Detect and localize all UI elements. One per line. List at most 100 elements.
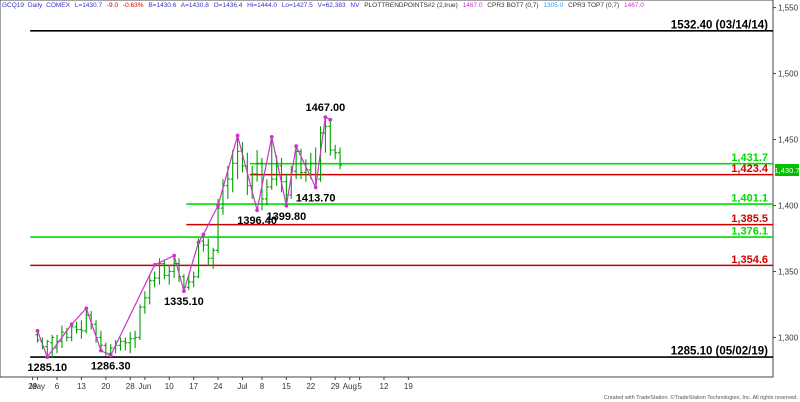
x-tick-label: 10 <box>165 382 174 391</box>
ohlc-bar <box>255 150 260 182</box>
nv-label: NV <box>350 2 360 9</box>
ohlc-bars <box>35 117 343 358</box>
x-tick-label: 22 <box>306 382 315 391</box>
ohlc-bar <box>167 264 172 285</box>
open-label: O=1436.4 <box>214 2 243 9</box>
ohlc-bar <box>137 304 142 341</box>
swing-point-label: 1467.00 <box>306 102 346 114</box>
cpr-bot-label: CPR3 BOT7 (0,7) <box>487 2 538 9</box>
level-label: 1,431.7 <box>731 152 768 164</box>
y-tick-label: 1,400 <box>778 201 799 210</box>
x-tick-label: 17 <box>189 382 198 391</box>
ohlc-bar <box>264 179 269 206</box>
ask-label: A=1430.8 <box>181 2 209 9</box>
pivot-point <box>45 355 50 359</box>
level-label: 1285.10 (05/02/19) <box>671 346 768 358</box>
x-tick-label: 29 <box>28 382 37 391</box>
low-label: Lo=1427.5 <box>282 2 313 9</box>
level-label: 1532.40 (03/14/14) <box>671 19 768 31</box>
plot-area <box>0 0 774 378</box>
ohlc-bar <box>50 334 55 358</box>
x-tick-label: Aug <box>343 382 357 391</box>
pivot-point <box>84 306 89 311</box>
ohlc-bar <box>35 330 40 343</box>
ohlc-bar <box>299 148 304 180</box>
x-tick-label: 29 <box>331 382 340 391</box>
volume-label: V=62,383 <box>318 2 346 9</box>
pivot-point <box>255 208 259 213</box>
zigzag-trend-line <box>36 116 331 359</box>
timeframe-label: Daily <box>28 2 43 9</box>
pivot-point <box>35 328 40 333</box>
pivot-point <box>152 262 157 267</box>
indicator-label: PLOTTRENDPOINTS#2 (2,true) <box>364 2 458 9</box>
ohlc-bar <box>308 152 313 180</box>
pivot-point <box>182 289 186 294</box>
swing-point-label: 1286.30 <box>91 360 131 372</box>
x-tick-label: 19 <box>404 382 413 391</box>
pivot-point <box>313 185 318 190</box>
swing-point-label: 1285.10 <box>27 362 67 374</box>
ohlc-bar <box>186 275 191 290</box>
x-tick-label: 5 <box>357 382 362 391</box>
x-tick-label: 28 <box>126 382 135 391</box>
x-tick-label: 15 <box>282 382 291 391</box>
symbol-label: GCQ19 <box>2 2 24 9</box>
level-label: 1,385.5 <box>731 213 768 225</box>
last-price-tag: 1,430.7 <box>774 164 800 176</box>
ohlc-bar <box>162 260 167 280</box>
svg-text:GCQ19 Daily COMEX: GCQ19 Daily COMEX L=1430.7 -9.0 -0.63% B… <box>2 2 644 9</box>
ohlc-bar <box>74 321 79 334</box>
swing-point-label: 1413.70 <box>296 192 336 204</box>
last-price-label: 1,430.7 <box>774 166 799 175</box>
ohlc-bar <box>211 247 216 269</box>
ohlc-bar <box>45 340 50 356</box>
trend-line-layer <box>35 115 333 359</box>
x-tick-label: 20 <box>101 382 110 391</box>
footer-credit: Created with TradeStation. ©TradeStation… <box>604 394 799 401</box>
ohlc-bar <box>128 332 133 354</box>
pivot-point <box>201 232 206 237</box>
cpr-bot-value: 1305.0 <box>543 2 563 9</box>
pivot-point <box>269 134 274 139</box>
swing-point-label: 1335.10 <box>164 296 204 308</box>
pivot-point <box>196 240 201 245</box>
x-tick-label: Jun <box>138 382 151 391</box>
y-tick-label: 1,300 <box>778 333 799 342</box>
ohlc-bar <box>118 337 123 351</box>
cpr-top-label: CPR3 TOP7 (0,7) <box>568 2 619 9</box>
pivot-point <box>108 353 113 358</box>
ohlc-bar <box>133 330 138 348</box>
high-label: Hi=1444.0 <box>247 2 277 9</box>
ohlc-bar <box>235 135 240 180</box>
exchange-label: COMEX <box>46 2 71 9</box>
ohlc-bar <box>79 320 84 339</box>
chart-header: GCQ19 Daily COMEX L=1430.7 -9.0 -0.63% B… <box>2 2 644 9</box>
ohlc-bar <box>333 144 338 160</box>
change-pct-label: -0.63% <box>123 2 144 9</box>
ohlc-bar <box>294 146 299 180</box>
ohlc-bar <box>142 291 147 314</box>
level-label: 1,401.1 <box>731 193 768 205</box>
x-tick-label: 12 <box>380 382 389 391</box>
ohlc-bar <box>216 198 221 253</box>
y-tick-label: 1,350 <box>778 267 799 276</box>
last-label: L=1430.7 <box>75 2 103 9</box>
ohlc-bar <box>69 324 74 342</box>
pivot-point <box>294 144 299 149</box>
y-tick-label: 1,500 <box>778 70 799 79</box>
pivot-point <box>323 115 328 119</box>
pivot-point <box>328 117 333 122</box>
ohlc-bar <box>230 150 235 193</box>
y-tick-label: 1,550 <box>778 4 799 13</box>
pivot-point <box>99 348 103 353</box>
ohlc-bar <box>269 136 274 190</box>
pivot-point <box>235 133 240 138</box>
plot-frame <box>0 0 774 378</box>
bid-label: B=1430.6 <box>148 2 176 9</box>
swing-point-label: 1396.40 <box>237 215 277 227</box>
price-axis: 1,300 1,350 1,400 1,450 1,500 1,550 <box>773 4 799 342</box>
level-label: 1,354.6 <box>731 254 768 266</box>
